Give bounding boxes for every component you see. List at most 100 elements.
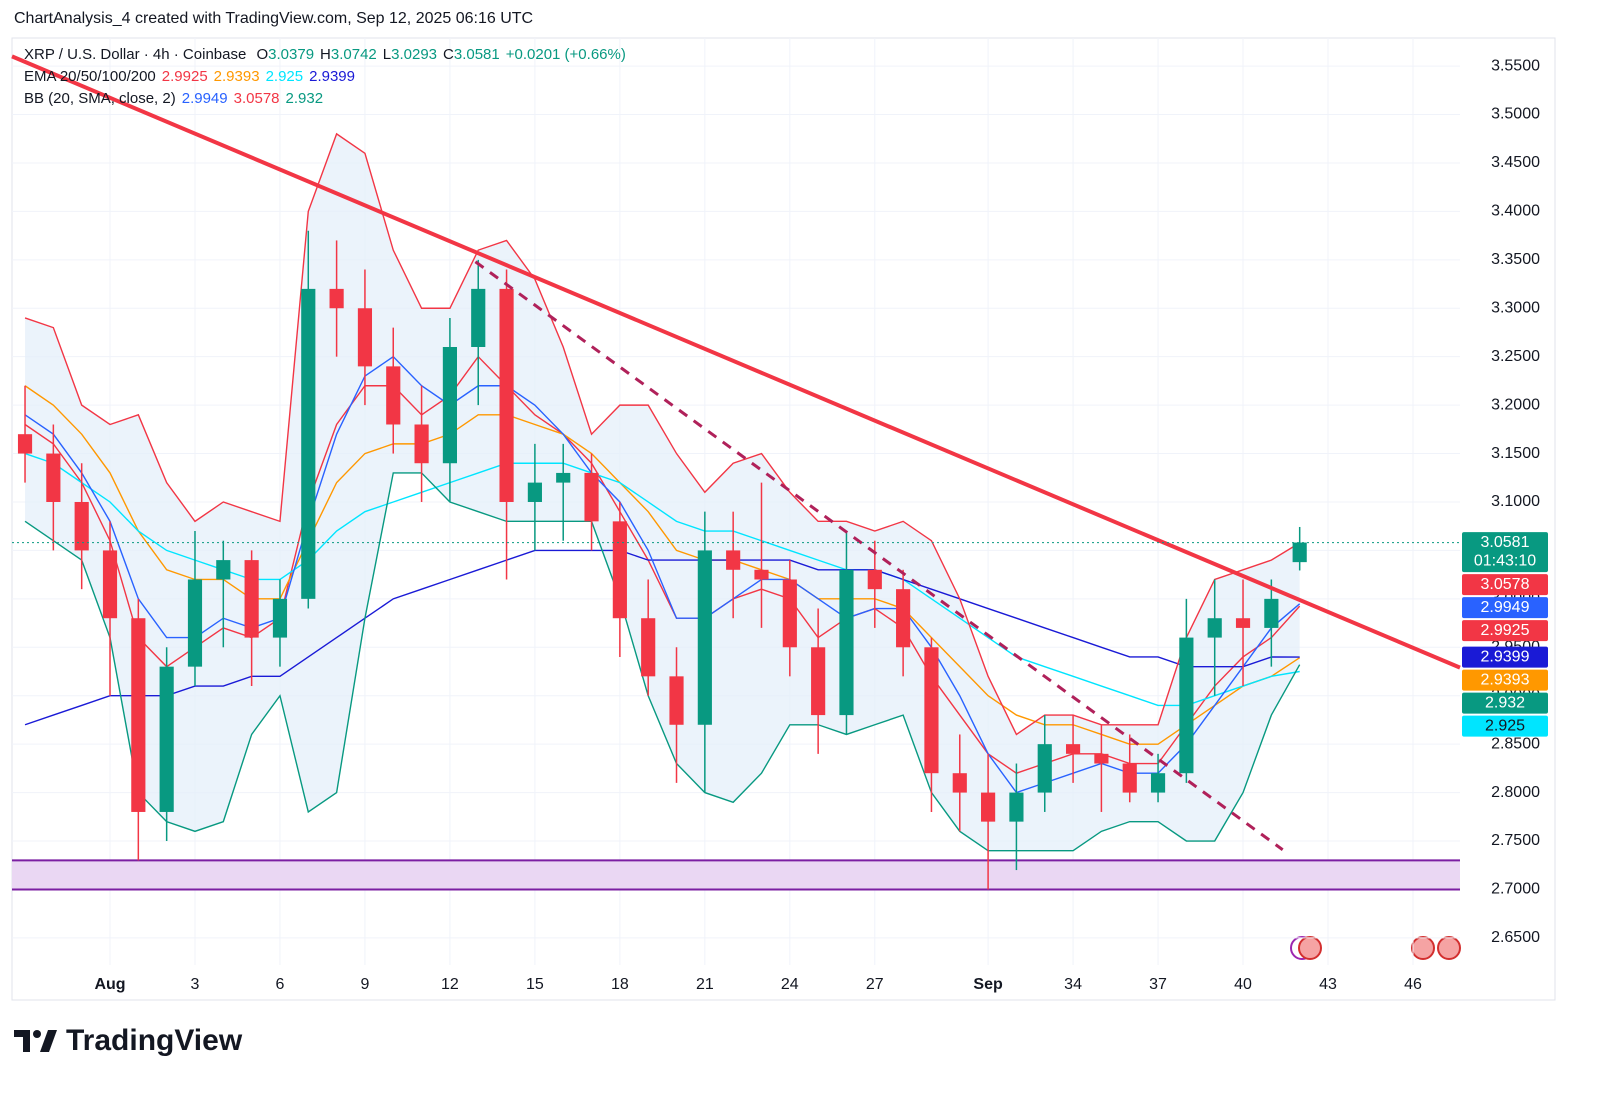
y-tick-label: 3.2000	[1491, 396, 1540, 413]
brand-icon	[14, 1030, 57, 1052]
indicator-line	[24, 355, 1301, 794]
price-label: 3.0578	[1481, 576, 1530, 593]
y-tick-label: 2.7500	[1491, 832, 1540, 849]
x-tick-label: 12	[441, 976, 459, 993]
candle-body	[1009, 792, 1024, 822]
legend-row: BB (20, SMA, close, 2) 2.9949 3.0578 2.932	[24, 90, 329, 107]
indicator-label: EMA 20/50/100/200	[24, 68, 156, 85]
y-tick-label: 2.8000	[1491, 784, 1540, 801]
candle-body	[357, 308, 373, 367]
y-tick-label: 3.3000	[1491, 299, 1540, 316]
price-label-box	[1462, 715, 1548, 737]
candle-body	[981, 792, 996, 822]
countdown: 01:43:10	[1474, 552, 1536, 569]
brand-name: TradingView	[66, 1024, 243, 1057]
y-tick-label: 3.1500	[1491, 445, 1540, 462]
ohlc-key: H	[320, 46, 331, 63]
candle-body	[1094, 753, 1109, 764]
y-tick-label: 3.4500	[1491, 154, 1540, 171]
candle-body	[102, 550, 118, 619]
price-label-box	[1462, 692, 1548, 714]
x-tick-label: 46	[1404, 976, 1422, 993]
y-tick-label: 3.2500	[1491, 348, 1540, 365]
candle-body	[867, 569, 882, 590]
candle-body	[527, 482, 542, 502]
indicator-line	[24, 472, 1301, 852]
candle-body	[1292, 542, 1307, 563]
candle-body	[244, 560, 259, 638]
indicator-line	[24, 385, 1301, 745]
candle-body	[216, 560, 231, 580]
candle-body	[159, 666, 174, 812]
y-tick-label: 3.5000	[1491, 106, 1540, 123]
indicator-label: BB (20, SMA, close, 2)	[24, 90, 176, 107]
change: +0.0201 (+0.66%)	[505, 46, 626, 63]
candle-body	[499, 288, 514, 502]
candle-body	[1122, 763, 1137, 793]
candle-body	[187, 579, 203, 667]
candle-body	[612, 521, 627, 619]
y-tick-label: 3.5500	[1491, 57, 1540, 74]
price-label: 2.9393	[1481, 671, 1530, 688]
candle-body	[924, 647, 939, 774]
event-flag	[1298, 936, 1322, 960]
price-label-box	[1462, 620, 1548, 642]
y-tick-label: 3.1000	[1491, 493, 1540, 510]
candle-body	[471, 288, 486, 347]
price-label-box	[1462, 597, 1548, 619]
ohlc-value: 3.0581	[453, 46, 500, 63]
indicator-value: 2.925	[265, 68, 304, 85]
candle-body	[839, 569, 854, 716]
indicator-value: 2.932	[285, 90, 324, 107]
candle-body	[1065, 744, 1081, 754]
event-flags	[1290, 936, 1461, 960]
x-tick-label: 24	[781, 976, 799, 993]
indicator-value: 2.9925	[161, 68, 208, 85]
candle-body	[1037, 744, 1052, 793]
candle-body	[1235, 618, 1251, 628]
header: ChartAnalysis_4 created with TradingView…	[14, 10, 534, 27]
x-tick-label: Sep	[973, 976, 1003, 993]
symbol-title: XRP / U.S. Dollar · 4h · Coinbase	[24, 46, 247, 63]
price-label: 2.9949	[1481, 599, 1530, 616]
candle-body	[782, 579, 797, 648]
bb-fill	[25, 133, 1300, 851]
price-label-box	[1462, 669, 1548, 691]
x-tick-label: 6	[276, 976, 285, 993]
support-zone	[12, 860, 1460, 890]
candle-body	[726, 550, 741, 570]
candle-body	[754, 569, 769, 580]
x-tick-label: 40	[1234, 976, 1252, 993]
brand-logo: TradingView	[14, 1024, 242, 1058]
ohlc-key: O	[256, 46, 269, 63]
trendline	[11, 54, 1461, 670]
ohlc-key: L	[382, 46, 392, 63]
event-flag	[1411, 936, 1435, 960]
indicator-value: 2.9949	[181, 90, 228, 107]
candle-body	[74, 501, 89, 551]
candle-body	[1207, 618, 1222, 638]
event-flag	[1437, 936, 1461, 960]
candle-body	[584, 472, 599, 522]
price-label: 3.0581	[1481, 534, 1530, 551]
x-tick-label: 34	[1064, 976, 1082, 993]
y-tick-label: 2.6500	[1491, 929, 1540, 946]
candle-body	[329, 288, 344, 309]
candle-body	[1264, 598, 1279, 628]
candle-body	[669, 676, 684, 725]
candle-body	[697, 550, 712, 725]
candle-body	[442, 347, 457, 464]
y-tick-label: 3.3500	[1491, 251, 1540, 268]
candle-body	[386, 366, 401, 425]
price-label: 2.932	[1485, 694, 1525, 711]
candle-body	[46, 453, 61, 502]
indicator-value: 3.0578	[233, 90, 280, 107]
ohlc-value: 3.0293	[391, 46, 438, 63]
dashed-trendline	[474, 260, 1284, 851]
y-tick-label: 2.7000	[1491, 881, 1540, 898]
price-label: 2.9399	[1481, 648, 1530, 665]
ohlc-value: 3.0742	[330, 46, 377, 63]
x-tick-label: 18	[611, 976, 629, 993]
candle-body	[952, 773, 967, 793]
